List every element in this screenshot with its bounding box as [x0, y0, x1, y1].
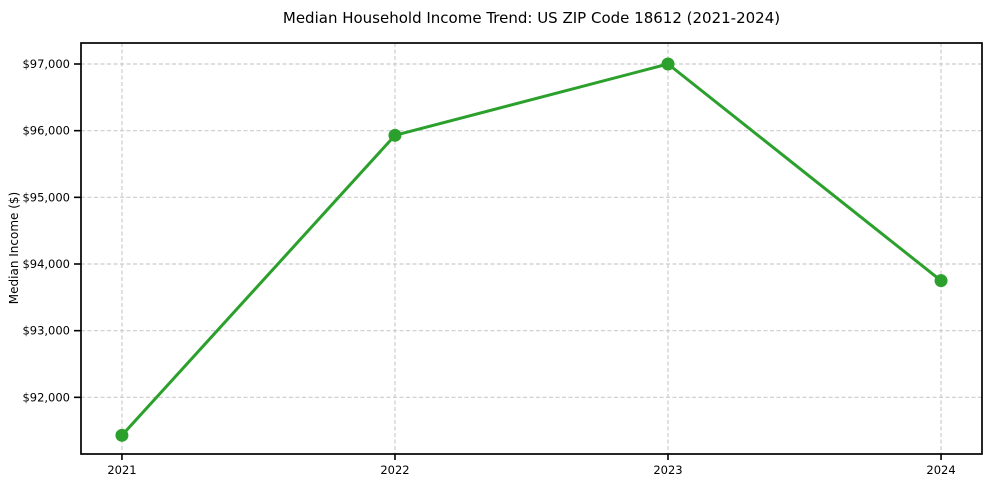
x-tick-label: 2024	[926, 463, 955, 477]
x-tick-label: 2023	[653, 463, 682, 477]
y-tick-label: $94,000	[22, 257, 70, 271]
y-tick-label: $96,000	[22, 124, 70, 138]
y-tick-label: $97,000	[22, 57, 70, 71]
data-point-2023	[661, 57, 675, 71]
y-tick-label: $93,000	[22, 324, 70, 338]
income-trend-line	[120, 62, 943, 437]
y-tick-label: $92,000	[22, 390, 70, 404]
x-tick-label: 2022	[380, 463, 409, 477]
plot-border	[80, 42, 983, 455]
chart-title: Median Household Income Trend: US ZIP Co…	[282, 9, 781, 27]
data-point-2024	[934, 274, 948, 288]
data-point-2022	[388, 128, 402, 142]
x-tick-label: 2021	[107, 463, 136, 477]
data-point-2021	[115, 428, 129, 442]
y-tick-label: $95,000	[22, 190, 70, 204]
